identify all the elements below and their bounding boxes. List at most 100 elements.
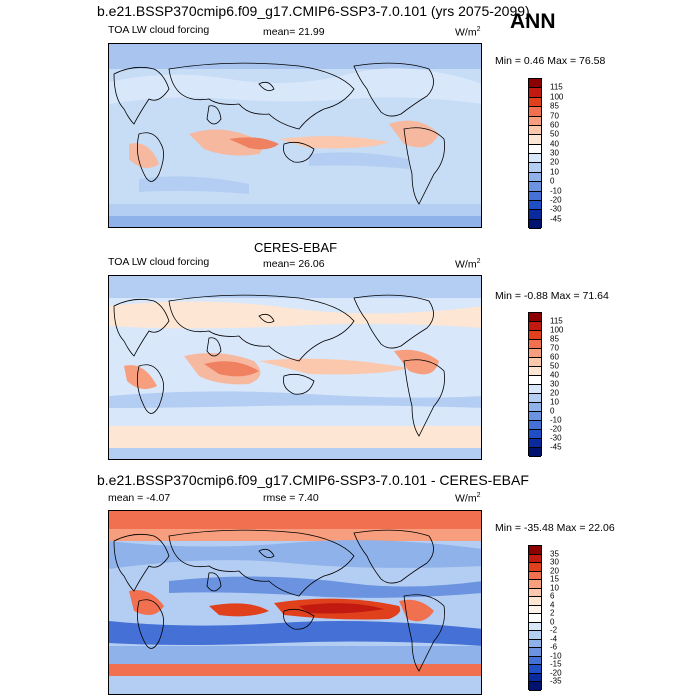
colorbar-tick-label: 20 bbox=[550, 566, 559, 576]
colorbar-swatch bbox=[529, 421, 541, 430]
colorbar-swatch bbox=[529, 614, 541, 623]
panel1-title: b.e21.BSSP370cmip6.f09_g17.CMIP6-SSP3-7.… bbox=[97, 3, 530, 19]
colorbar-swatch bbox=[529, 349, 541, 358]
colorbar-swatch bbox=[529, 182, 541, 192]
colorbar-tick-label: 60 bbox=[550, 120, 559, 130]
colorbar-tick-label: 4 bbox=[550, 600, 555, 610]
colorbar-tick-label: 6 bbox=[550, 591, 555, 601]
colorbar-swatch bbox=[529, 665, 541, 674]
colorbar-tick-label: 30 bbox=[550, 379, 559, 389]
colorbar-tick-label: 115 bbox=[550, 82, 563, 92]
colorbar-swatch bbox=[529, 403, 541, 412]
colorbar-tick-label: 2 bbox=[550, 608, 555, 618]
colorbar-swatch bbox=[529, 682, 541, 691]
panel3-map bbox=[108, 510, 482, 695]
colorbar-swatch bbox=[529, 135, 541, 145]
colorbar-swatch bbox=[529, 563, 541, 572]
colorbar-tick-label: 20 bbox=[550, 388, 559, 398]
colorbar-tick-label: -30 bbox=[550, 433, 562, 443]
colorbar-tick-label: 40 bbox=[550, 370, 559, 380]
colorbar-swatch bbox=[529, 313, 541, 322]
colorbar-tick-label: -10 bbox=[550, 415, 562, 425]
colorbar-swatch bbox=[529, 144, 541, 154]
colorbar-tick-label: -10 bbox=[550, 651, 562, 661]
colorbar-tick-label: -20 bbox=[550, 424, 562, 434]
colorbar-tick-label: 115 bbox=[550, 316, 563, 326]
colorbar-swatch bbox=[529, 125, 541, 136]
panel1-map bbox=[108, 43, 482, 228]
panel2-legend: 115 100 85 70 60 50 40 30 20 10 0 -10 -20 -30 -45 bbox=[528, 312, 608, 457]
panel3-map-field bbox=[109, 511, 481, 694]
panel2-units: W/m2 bbox=[455, 258, 481, 271]
colorbar-swatch bbox=[529, 385, 541, 394]
colorbar-tick-label: -4 bbox=[550, 634, 558, 644]
colorbar-swatch bbox=[529, 639, 541, 649]
colorbar-swatch bbox=[529, 448, 541, 457]
panel1-map-field bbox=[109, 44, 481, 227]
colorbar-tick-label: 35 bbox=[550, 549, 559, 559]
colorbar-swatch bbox=[529, 322, 541, 331]
panel3-units: W/m2 bbox=[455, 492, 481, 505]
colorbar-swatch bbox=[529, 191, 541, 201]
panel2-variable: TOA LW cloud forcing bbox=[108, 256, 210, 268]
colorbar-swatch bbox=[529, 116, 541, 126]
panel2-title: CERES-EBAF bbox=[254, 240, 338, 255]
colorbar-tick-label: -15 bbox=[550, 659, 562, 669]
colorbar-swatch bbox=[529, 331, 541, 340]
colorbar-tick-label: 30 bbox=[550, 557, 559, 567]
colorbar-tick-label: -30 bbox=[550, 204, 562, 214]
panel3-mean: mean = -4.07 bbox=[108, 492, 171, 504]
colorbar-swatch bbox=[529, 571, 541, 581]
colorbar-swatch bbox=[529, 79, 541, 89]
colorbar-swatch bbox=[529, 605, 541, 615]
colorbar-tick-label: 85 bbox=[550, 334, 559, 344]
panel1-colorbar bbox=[528, 78, 542, 229]
panel3-legend: 35 30 20 15 10 6 4 2 0 -2 -4 -6 -10 -15 -20 -35 bbox=[528, 545, 608, 691]
colorbar-swatch bbox=[529, 597, 541, 606]
panel3-minmax: Min = -35.48 Max = 22.06 bbox=[495, 522, 615, 534]
colorbar-swatch bbox=[529, 219, 541, 229]
colorbar-tick-label: 100 bbox=[550, 325, 564, 335]
panel1-units: W/m2 bbox=[455, 26, 481, 39]
colorbar-swatch bbox=[529, 163, 541, 173]
colorbar-tick-label: -45 bbox=[550, 442, 562, 452]
colorbar-tick-label: -10 bbox=[550, 186, 562, 195]
colorbar-swatch bbox=[529, 340, 541, 349]
colorbar-swatch bbox=[529, 412, 541, 421]
panel1-variable: TOA LW cloud forcing bbox=[108, 24, 210, 36]
panel3-colorbar bbox=[528, 545, 542, 691]
colorbar-tick-label: 10 bbox=[550, 397, 559, 407]
panel3-title: b.e21.BSSP370cmip6.f09_g17.CMIP6-SSP3-7.… bbox=[97, 472, 529, 488]
colorbar-tick-label: 85 bbox=[550, 101, 559, 111]
colorbar-swatch bbox=[529, 430, 541, 439]
colorbar-tick-label: -2 bbox=[550, 625, 558, 635]
colorbar-swatch bbox=[529, 154, 541, 164]
panel1-minmax: Min = 0.46 Max = 76.58 bbox=[495, 55, 606, 67]
colorbar-swatch bbox=[529, 200, 541, 211]
colorbar-tick-label: 60 bbox=[550, 352, 559, 362]
colorbar-tick-label: 40 bbox=[550, 139, 559, 149]
colorbar-tick-label: 50 bbox=[550, 361, 559, 371]
colorbar-tick-label: 10 bbox=[550, 583, 559, 593]
colorbar-tick-label: 0 bbox=[550, 176, 555, 186]
season-label: ANN bbox=[510, 10, 556, 33]
colorbar-tick-label: 0 bbox=[550, 617, 555, 627]
colorbar-swatch bbox=[529, 172, 541, 183]
panel2-minmax: Min = -0.88 Max = 71.64 bbox=[495, 290, 609, 302]
colorbar-swatch bbox=[529, 631, 541, 640]
colorbar-tick-label: 100 bbox=[550, 92, 564, 102]
colorbar-swatch bbox=[529, 97, 541, 108]
colorbar-tick-label: -20 bbox=[550, 195, 562, 205]
colorbar-swatch bbox=[529, 358, 541, 367]
colorbar-swatch bbox=[529, 673, 541, 683]
colorbar-tick-label: -6 bbox=[550, 642, 558, 652]
colorbar-tick-label: 70 bbox=[550, 343, 559, 353]
colorbar-tick-label: 15 bbox=[550, 574, 559, 584]
panel2-mean: mean= 26.06 bbox=[263, 258, 325, 270]
colorbar-tick-label: 0 bbox=[550, 406, 555, 416]
panel2-map-field bbox=[109, 276, 481, 459]
colorbar-swatch bbox=[529, 656, 541, 666]
colorbar-tick-label: 10 bbox=[550, 167, 559, 177]
panel2-map bbox=[108, 275, 482, 460]
colorbar-swatch bbox=[529, 622, 541, 632]
